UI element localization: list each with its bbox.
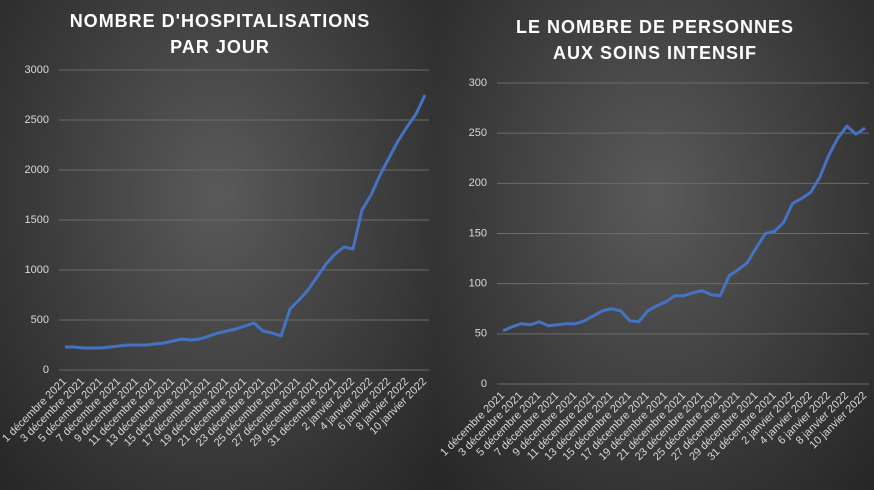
y-tick-label: 300 (469, 77, 487, 89)
y-tick-label: 2500 (25, 114, 49, 126)
y-tick-label: 200 (469, 177, 487, 189)
y-tick-label: 500 (31, 314, 49, 326)
series-line (502, 124, 866, 333)
y-tick-label: 0 (43, 364, 49, 376)
y-tick-label: 0 (481, 378, 487, 390)
y-tick-label: 150 (469, 227, 487, 239)
y-tick-label: 250 (469, 127, 487, 139)
y-tick-label: 1500 (25, 214, 49, 226)
y-tick-label: 100 (469, 278, 487, 290)
series-line (65, 94, 427, 350)
y-tick-label: 2000 (25, 164, 49, 176)
panel (0, 0, 437, 490)
y-tick-label: 1000 (25, 264, 49, 276)
y-tick-label: 3000 (25, 64, 49, 76)
chart-title: LE NOMBRE DE PERSONNES AUX SOINS INTENSI… (515, 17, 795, 63)
chart-title: NOMBRE D'HOSPITALISATIONS PAR JOUR (69, 11, 371, 57)
panel (437, 0, 874, 490)
y-tick-label: 50 (475, 328, 487, 340)
